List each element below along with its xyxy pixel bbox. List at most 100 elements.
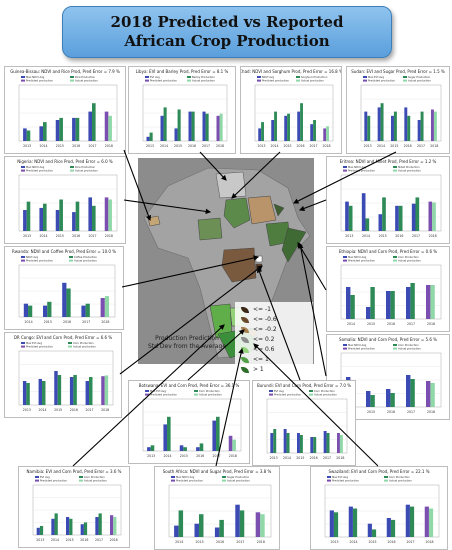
legend-item-label: <= 1 bbox=[253, 356, 269, 363]
bar-max-ndvi-avg bbox=[88, 111, 93, 141]
bar-corn-production bbox=[26, 383, 30, 405]
bar-max-ndvi-avg bbox=[39, 207, 44, 231]
x-tick-label: 2014 bbox=[362, 234, 370, 238]
x-tick-label: 2018 bbox=[101, 320, 109, 324]
bar-corn-production bbox=[183, 447, 187, 451]
legend-leaf-icon bbox=[241, 326, 249, 333]
legend-label: Predicted production bbox=[176, 479, 203, 483]
legend-label: Actual production bbox=[192, 79, 215, 83]
x-tick-label: 2015 bbox=[283, 144, 291, 148]
x-tick-label: 2016 bbox=[72, 144, 80, 148]
legend-label: Actual production bbox=[84, 479, 107, 483]
bar-max-ndvi-avg bbox=[346, 287, 351, 319]
bar-millet-production bbox=[398, 205, 403, 231]
legend-swatch bbox=[21, 256, 25, 258]
legend-swatch bbox=[187, 76, 191, 78]
bar-max-evi-avg bbox=[179, 445, 184, 451]
bar-coffee-production bbox=[28, 305, 33, 317]
legend-swatch bbox=[194, 390, 198, 392]
bar-max-ndvi-avg bbox=[214, 527, 220, 537]
chart-title: Ethiopia: NDVI and Corn Prod, Pred Error… bbox=[339, 249, 437, 254]
bar-actual-production bbox=[433, 111, 437, 141]
legend-swatch bbox=[343, 259, 347, 262]
bar-sugar-production bbox=[198, 514, 204, 537]
legend-swatch bbox=[194, 393, 198, 396]
x-tick-label: 2014 bbox=[283, 456, 291, 460]
legend-swatch bbox=[187, 79, 191, 82]
legend-item-label: > 1 bbox=[253, 366, 264, 373]
bar-millet-production bbox=[415, 197, 420, 231]
map-legend: <= -1 <= -0.6 <= -0.2 <= 0.2 <= 0.6 <= 1 > 1 bbox=[235, 302, 313, 390]
legend-caption: Production Prediction Std Dev from the A… bbox=[132, 335, 242, 351]
legend-label: Rice Production bbox=[75, 165, 96, 169]
bar-evi-avg bbox=[188, 111, 192, 141]
bar-barley-production bbox=[205, 113, 209, 141]
x-tick-label: 2017 bbox=[212, 454, 220, 458]
bar-actual-production bbox=[108, 199, 112, 231]
legend-label: Actual production bbox=[199, 393, 222, 397]
legend-swatch bbox=[70, 79, 74, 82]
bar-max-ndvi-avg bbox=[23, 128, 27, 141]
legend-swatch bbox=[296, 76, 300, 78]
bar-corn-production bbox=[350, 295, 355, 319]
bar-max-evi-avg bbox=[85, 381, 90, 405]
legend-row: <= 0.2 bbox=[241, 336, 275, 343]
bar-actual-production bbox=[104, 296, 110, 317]
x-tick-label: 2014 bbox=[377, 144, 385, 148]
legend-swatch bbox=[343, 169, 347, 172]
legend-label: Actual production bbox=[75, 169, 98, 173]
legend-row: <= 1 bbox=[241, 356, 269, 363]
bar-max-ndvi-avg bbox=[194, 523, 199, 537]
legend-label: Rice Production bbox=[75, 75, 96, 79]
legend-label: Max EVI Avg bbox=[150, 389, 166, 393]
chart-panel-botswana: Botswana: EVI and Corn Prod, Pred Error … bbox=[128, 380, 250, 464]
bar-sugar-production bbox=[178, 510, 184, 537]
chart-panel-namibia: Namibia: EVI and Corn Prod, Pred Error =… bbox=[18, 466, 130, 548]
bar-predicted-production bbox=[228, 435, 233, 451]
x-tick-label: 2018 bbox=[105, 234, 113, 238]
bar-rice-production bbox=[26, 201, 31, 231]
bar-max-evi-avg bbox=[405, 504, 410, 537]
bar-corn-production bbox=[150, 445, 155, 451]
chart-title: Rwanda: NDVI and Coffee Prod, Pred Error… bbox=[12, 249, 116, 254]
legend-label: Actual production bbox=[75, 79, 98, 83]
x-tick-label: 2016 bbox=[404, 144, 412, 148]
bar-max-ndvi-avg bbox=[366, 307, 371, 319]
x-tick-label: 2017 bbox=[85, 408, 93, 412]
legend-swatch bbox=[343, 256, 347, 258]
legend-swatch bbox=[145, 390, 149, 392]
bar-actual-production bbox=[113, 517, 117, 535]
chart-title: Botswana: EVI and Corn Prod, Pred Error … bbox=[139, 383, 240, 388]
x-tick-label: 2015 bbox=[56, 234, 64, 238]
chart-svg-rwanda: Rwanda: NDVI and Coffee Prod, Pred Error… bbox=[12, 249, 116, 324]
bar-evi-avg bbox=[323, 431, 327, 453]
x-tick-label: 2016 bbox=[387, 322, 395, 326]
legend-label: Actual production bbox=[389, 479, 412, 483]
bar-predicted-production bbox=[101, 376, 105, 405]
bar-sugar-production bbox=[239, 510, 245, 537]
x-tick-label: 2016 bbox=[387, 540, 395, 544]
bar-evi-avg bbox=[270, 433, 274, 453]
legend-row: > 1 bbox=[241, 366, 264, 373]
bar-evi-avg bbox=[283, 429, 287, 453]
x-tick-label: 2016 bbox=[70, 408, 78, 412]
bar-coffee-production bbox=[66, 288, 71, 317]
bar-evi-avg bbox=[95, 517, 99, 535]
bar-max-ndvi-avg bbox=[406, 287, 411, 319]
bar-corn-production bbox=[167, 416, 171, 451]
legend-label: Actual production bbox=[398, 259, 421, 263]
bar-max-ndvi-avg bbox=[378, 214, 383, 231]
x-tick-label: 2018 bbox=[429, 234, 437, 238]
bar-rice-production bbox=[92, 205, 96, 231]
bar-sugar-production bbox=[367, 115, 371, 141]
legend-label: Max EVI Avg bbox=[332, 475, 348, 479]
chart-svg-guinea-bissau: Guinea-Bissau: NDVI and Rice Prod, Pred … bbox=[10, 69, 120, 148]
legend-swatch bbox=[21, 166, 25, 168]
bar-predicted-production bbox=[426, 285, 431, 319]
chart-title: Burundi: EVI and Corn Prod, Pred Error =… bbox=[257, 383, 351, 388]
legend-swatch bbox=[21, 76, 25, 78]
bar-rice-production bbox=[43, 122, 47, 141]
x-tick-label: 2016 bbox=[395, 234, 403, 238]
region-somalia bbox=[281, 227, 307, 263]
bar-rice-production bbox=[75, 201, 80, 231]
